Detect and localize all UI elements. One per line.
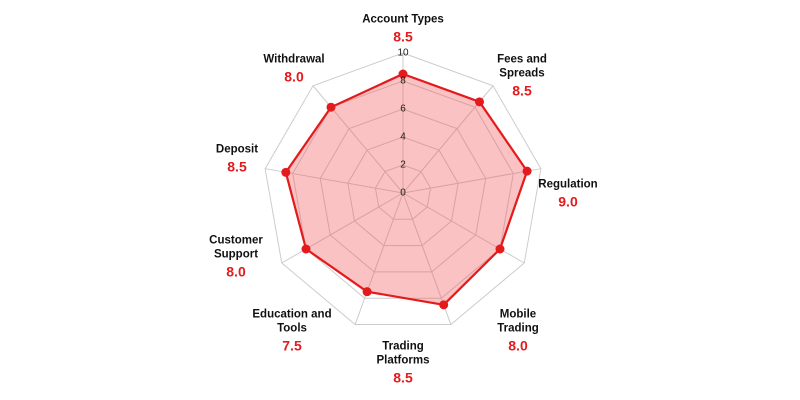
value-label: 8.5: [393, 369, 413, 386]
data-point: [326, 102, 336, 112]
data-point: [474, 97, 484, 107]
category-label: Regulation: [538, 178, 598, 191]
tick-label: 4: [400, 132, 406, 143]
tick-label: 8: [400, 76, 406, 87]
value-label: 7.5: [282, 337, 302, 354]
axis-label-group: Mobile Trading 8.0: [488, 308, 548, 353]
axis-label-group: Deposit 8.5: [197, 143, 277, 174]
category-label: Trading Platforms: [376, 340, 430, 367]
value-label: 8.0: [508, 337, 528, 354]
value-label: 9.0: [558, 193, 578, 210]
category-label: Mobile Trading: [497, 308, 539, 335]
value-label: 8.5: [227, 158, 247, 175]
data-point: [281, 167, 291, 177]
tick-label: 0: [400, 188, 406, 199]
tick-label: 2: [400, 160, 406, 171]
tick-label: 10: [397, 48, 409, 59]
value-label: 8.5: [393, 28, 413, 45]
data-area: [284, 72, 529, 307]
axis-label-group: Regulation 9.0: [523, 178, 613, 209]
category-label: Withdrawal: [263, 53, 325, 66]
grid-ring: [347, 136, 459, 247]
spoke: [281, 192, 404, 264]
spoke: [312, 85, 404, 194]
data-point: [398, 69, 408, 79]
axis-label-group: Fees and Spreads 8.5: [487, 53, 557, 98]
spoke: [402, 192, 525, 264]
spoke: [354, 192, 404, 325]
grid-ring: [264, 52, 542, 326]
category-label: Deposit: [215, 143, 259, 156]
axis-label-group: Account Types 8.5: [338, 13, 468, 44]
axis-label-group: Withdrawal 8.0: [244, 53, 344, 84]
data-point: [495, 244, 505, 254]
category-label: Fees and Spreads: [497, 53, 547, 80]
value-label: 8.0: [226, 263, 246, 280]
value-label: 8.0: [284, 68, 304, 85]
axis-label-group: Trading Platforms 8.5: [368, 340, 438, 385]
category-label: Account Types: [362, 13, 444, 26]
axis-label-group: Education and Tools 7.5: [252, 308, 332, 353]
data-point: [301, 244, 311, 254]
tick-label: 6: [400, 104, 406, 115]
grid-ring: [374, 164, 432, 220]
grid-ring: [319, 108, 487, 273]
value-label: 8.5: [512, 82, 532, 99]
data-point: [522, 166, 532, 176]
axis-label-group: Customer Support 8.0: [201, 234, 271, 279]
spoke: [402, 168, 541, 194]
data-point: [439, 300, 449, 310]
category-label: Customer Support: [209, 234, 263, 261]
data-point: [362, 287, 372, 297]
category-label: Education and Tools: [252, 308, 332, 335]
